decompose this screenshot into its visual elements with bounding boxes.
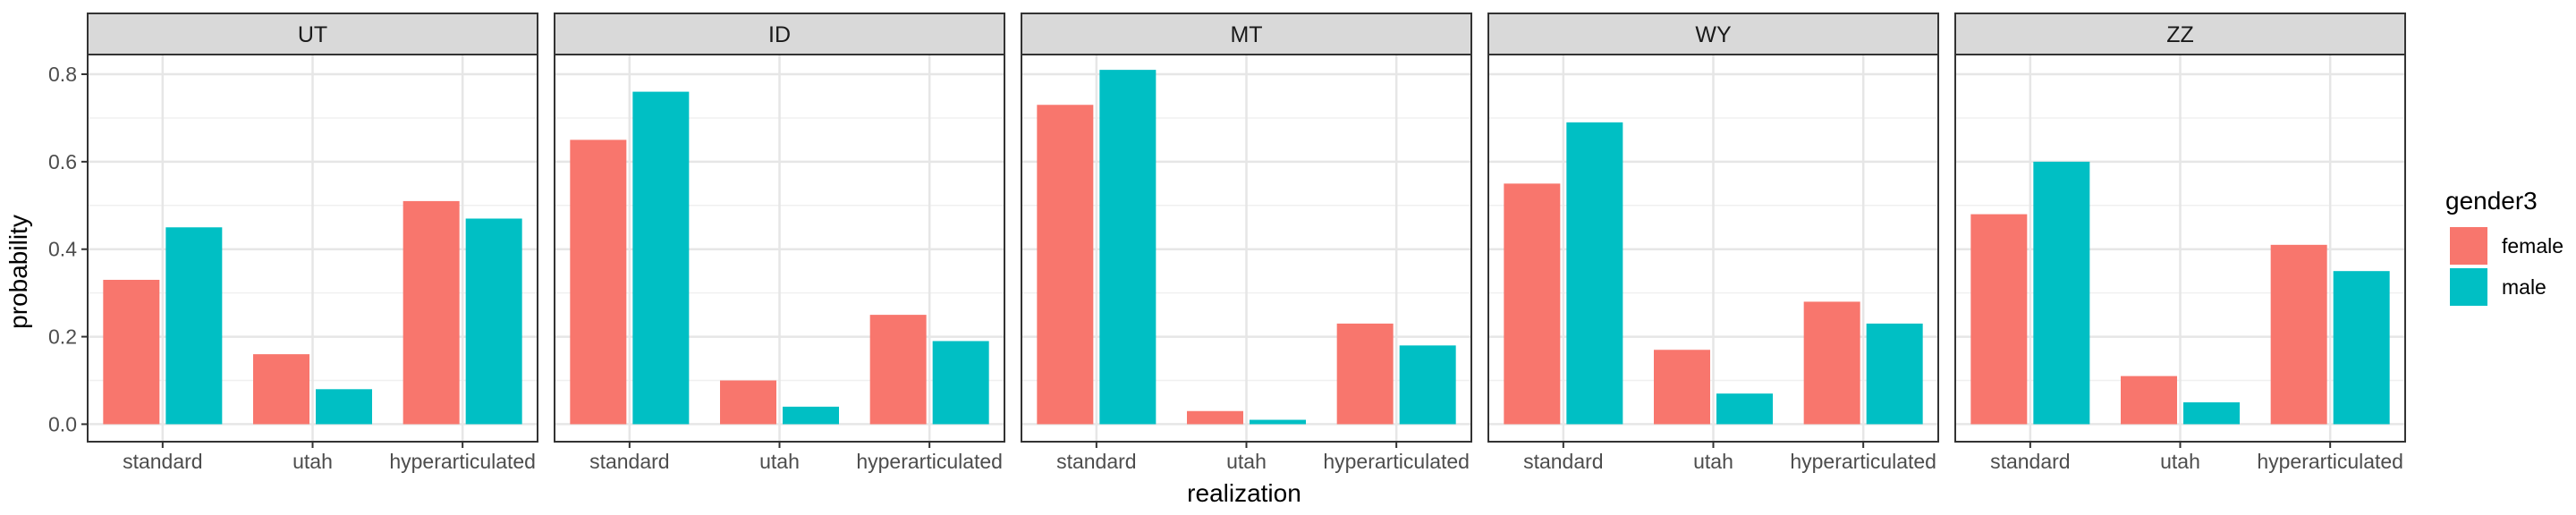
bar-zz-standard-female (1970, 214, 2028, 425)
bar-id-hyperarticulated-male (932, 341, 989, 425)
y-tick-label: 0.8 (48, 63, 77, 86)
bar-mt-hyperarticulated-female (1336, 323, 1394, 425)
facet-strip-label: UT (298, 22, 327, 47)
facet-strip (87, 13, 538, 55)
bar-ut-standard-female (103, 279, 160, 425)
bar-zz-utah-male (2183, 401, 2240, 425)
facet-panel-id: ID standard utah hyperarticulated (554, 13, 1005, 473)
bar-wy-hyperarticulated-male (1866, 323, 1923, 425)
legend-label-male: male (2502, 275, 2546, 299)
bar-zz-hyperarticulated-male (2333, 271, 2390, 425)
facet-strip-label: ID (768, 22, 791, 47)
bar-wy-standard-female (1504, 183, 1561, 425)
y-axis: 0.0 0.2 0.4 0.6 0.8 (48, 63, 88, 435)
legend-swatch-male (2450, 268, 2487, 306)
facet-strip (554, 13, 1005, 55)
x-tick-label: standard (123, 450, 203, 473)
bar-zz-hyperarticulated-female (2270, 244, 2327, 425)
facet-strip-label: ZZ (2166, 22, 2194, 47)
x-tick-label: hyperarticulated (1790, 450, 1936, 473)
bar-ut-hyperarticulated-male (465, 218, 522, 425)
y-tick-label: 0.0 (48, 412, 77, 435)
x-tick-label: utah (759, 450, 800, 473)
x-tick-label: hyperarticulated (389, 450, 536, 473)
y-tick-label: 0.2 (48, 325, 77, 349)
facet-panel-zz: ZZ standard utah hyperarticulated (1954, 13, 2406, 473)
bar-ut-standard-male (165, 227, 223, 425)
legend: gender3 female male (2445, 187, 2563, 306)
x-tick-label: utah (1693, 450, 1733, 473)
y-axis-title: probability (4, 215, 32, 329)
bar-zz-utah-female (2121, 376, 2177, 425)
bar-wy-hyperarticulated-female (1803, 301, 1860, 425)
bar-wy-utah-male (1716, 393, 1773, 425)
x-axis-title: realization (1187, 479, 1301, 507)
facet-panels: UT standard utah hyperarticulated ID standard… (87, 13, 2406, 473)
x-tick-label: standard (1990, 450, 2071, 473)
legend-items: female male (2450, 227, 2563, 306)
bar-id-standard-male (632, 91, 690, 425)
x-tick-label: utah (2160, 450, 2200, 473)
facet-strip (1954, 13, 2406, 55)
x-tick-label: utah (292, 450, 333, 473)
bar-mt-standard-male (1099, 70, 1157, 425)
facet-strip-label: WY (1695, 22, 1732, 47)
legend-title: gender3 (2445, 187, 2538, 215)
x-tick-label: hyperarticulated (856, 450, 1003, 473)
legend-swatch-female (2450, 227, 2487, 265)
bar-ut-hyperarticulated-female (402, 200, 460, 425)
x-tick-label: hyperarticulated (2257, 450, 2403, 473)
bar-wy-utah-female (1654, 350, 1710, 425)
bar-id-standard-female (570, 139, 627, 425)
bar-mt-utah-female (1187, 410, 1243, 425)
bar-ut-utah-male (316, 389, 372, 425)
bar-mt-standard-female (1037, 105, 1094, 425)
bar-id-hyperarticulated-female (869, 315, 927, 425)
x-tick-label: standard (589, 450, 670, 473)
x-tick-label: standard (1523, 450, 1604, 473)
x-tick-label: hyperarticulated (1323, 450, 1470, 473)
bar-zz-standard-male (2033, 161, 2090, 425)
y-tick-label: 0.6 (48, 150, 77, 173)
facet-strip (1487, 13, 1939, 55)
y-tick-label: 0.4 (48, 238, 77, 261)
bar-mt-utah-male (1250, 419, 1306, 425)
bar-mt-hyperarticulated-male (1399, 345, 1456, 425)
facet-strip-label: MT (1230, 22, 1262, 47)
x-tick-label: standard (1056, 450, 1137, 473)
x-tick-label: utah (1226, 450, 1267, 473)
bar-wy-standard-male (1566, 122, 1623, 425)
facet-strip (1021, 13, 1472, 55)
facet-panel-wy: WY standard utah hyperarticulated (1487, 13, 1939, 473)
bar-ut-utah-female (253, 354, 309, 425)
facet-panel-mt: MT standard utah hyperarticulated (1021, 13, 1472, 473)
legend-label-female: female (2502, 234, 2563, 258)
bar-id-utah-male (783, 406, 839, 425)
bar-id-utah-female (720, 380, 776, 425)
facet-panel-ut: UT standard utah hyperarticulated (87, 13, 538, 473)
